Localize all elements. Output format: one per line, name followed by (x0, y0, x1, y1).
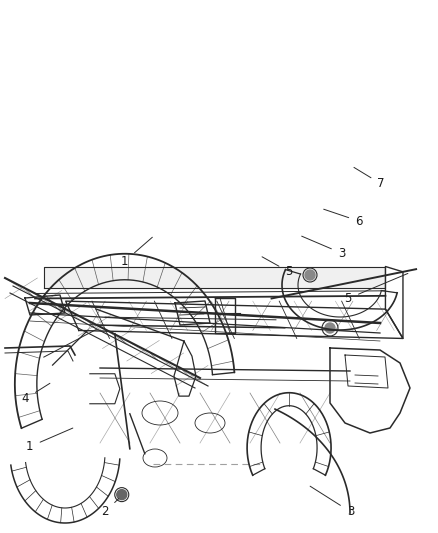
Text: 5: 5 (262, 257, 293, 278)
Text: 2: 2 (101, 498, 119, 518)
Text: 3: 3 (310, 486, 354, 518)
Text: 6: 6 (324, 209, 363, 228)
Text: 3: 3 (302, 236, 345, 260)
Text: 7: 7 (354, 167, 385, 190)
Text: 1: 1 (121, 237, 152, 268)
Circle shape (325, 323, 335, 333)
Polygon shape (44, 266, 385, 288)
Text: 4: 4 (21, 383, 50, 405)
Text: 5: 5 (345, 273, 408, 305)
Text: 1: 1 (26, 428, 73, 453)
Circle shape (117, 490, 127, 499)
Circle shape (305, 270, 315, 280)
